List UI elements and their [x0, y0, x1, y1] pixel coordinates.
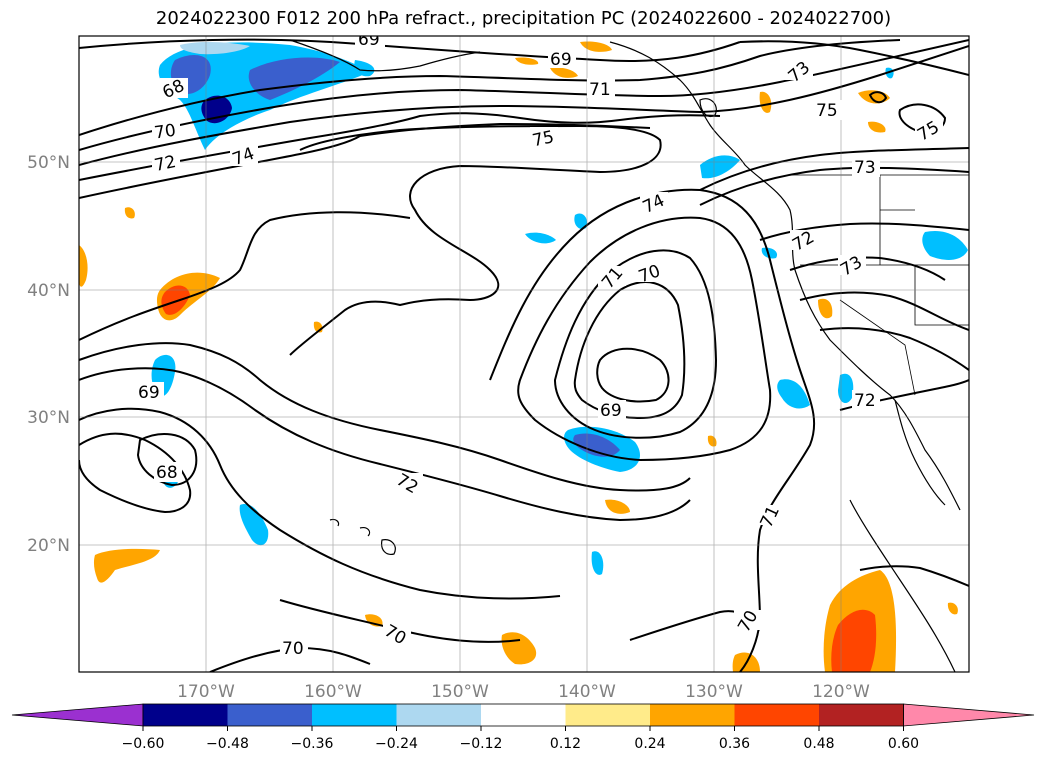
contour-label: 71: [589, 80, 611, 100]
lon-labels: 170°W 160°W 150°W 140°W 130°W 120°W: [177, 682, 870, 702]
contour-label: 75: [816, 101, 838, 121]
contour-label: 70: [282, 639, 304, 659]
colorbar-extend-low: [11, 703, 144, 727]
lat-label: 20°N: [27, 536, 70, 556]
colorbar-frame: [142, 703, 904, 727]
lon-label: 160°W: [304, 682, 362, 702]
colorbar-bin: [312, 704, 397, 726]
contour-label: 69: [550, 50, 572, 70]
lat-label: 30°N: [27, 408, 70, 428]
borders: [790, 174, 969, 396]
colorbar-bin: [650, 704, 735, 726]
map-frame: [78, 35, 970, 673]
map-area: 69 68 70 72 74 75 71 69 71 74 70 69 68 6…: [79, 30, 969, 672]
colorbar-tick-label: 0.48: [803, 736, 834, 752]
contour-label: 68: [156, 463, 178, 483]
map-title: 2024022300 F012 200 hPa refract., precip…: [155, 8, 892, 29]
colorbar-bin: [565, 704, 650, 726]
colorbar-tick-label: 0.36: [719, 736, 750, 752]
colorbar-tick-label: −0.48: [206, 736, 249, 752]
contour-label: 70: [153, 121, 177, 144]
precip-shading: [79, 41, 968, 672]
lat-labels: 50°N 40°N 30°N 20°N: [27, 153, 70, 556]
lon-label: 140°W: [558, 682, 616, 702]
colorbar-bin: [143, 704, 228, 726]
contour-label: 69: [358, 30, 380, 50]
contour-labels: 69 68 70 72 74 75 71 69 71 74 70 69 68 6…: [136, 30, 943, 659]
lat-label: 40°N: [27, 281, 70, 301]
contour-label: 72: [153, 152, 178, 176]
contour-label: 73: [854, 158, 876, 178]
colorbar-tick-label: 0.24: [634, 736, 665, 752]
lon-label: 120°W: [812, 682, 870, 702]
colorbar: −0.60 −0.48 −0.36 −0.24 −0.12 0.12 0.24 0.36 0.4…: [11, 703, 1035, 752]
lon-label: 170°W: [177, 682, 235, 702]
contour-label: 69: [600, 401, 622, 421]
colorbar-tick-label: −0.12: [460, 736, 503, 752]
colorbar-extend-high: [903, 703, 1035, 727]
colorbar-tick-label: 0.60: [888, 736, 919, 752]
contour-label: 69: [138, 383, 160, 403]
lat-label: 50°N: [27, 153, 70, 173]
lon-label: 130°W: [685, 682, 743, 702]
colorbar-bin: [396, 704, 481, 726]
colorbar-tick-label: −0.24: [375, 736, 418, 752]
graticule: [79, 36, 969, 672]
contour-label: 72: [854, 391, 876, 411]
colorbar-bin: [734, 704, 819, 726]
colorbar-tick-label: −0.36: [291, 736, 334, 752]
colorbar-bin: [819, 704, 904, 726]
colorbar-tick-label: −0.60: [122, 736, 165, 752]
colorbar-bin: [227, 704, 312, 726]
contour-label: 75: [531, 127, 556, 151]
colorbar-tick-label: 0.12: [550, 736, 581, 752]
lon-label: 150°W: [431, 682, 489, 702]
colorbar-bin: [481, 704, 566, 726]
